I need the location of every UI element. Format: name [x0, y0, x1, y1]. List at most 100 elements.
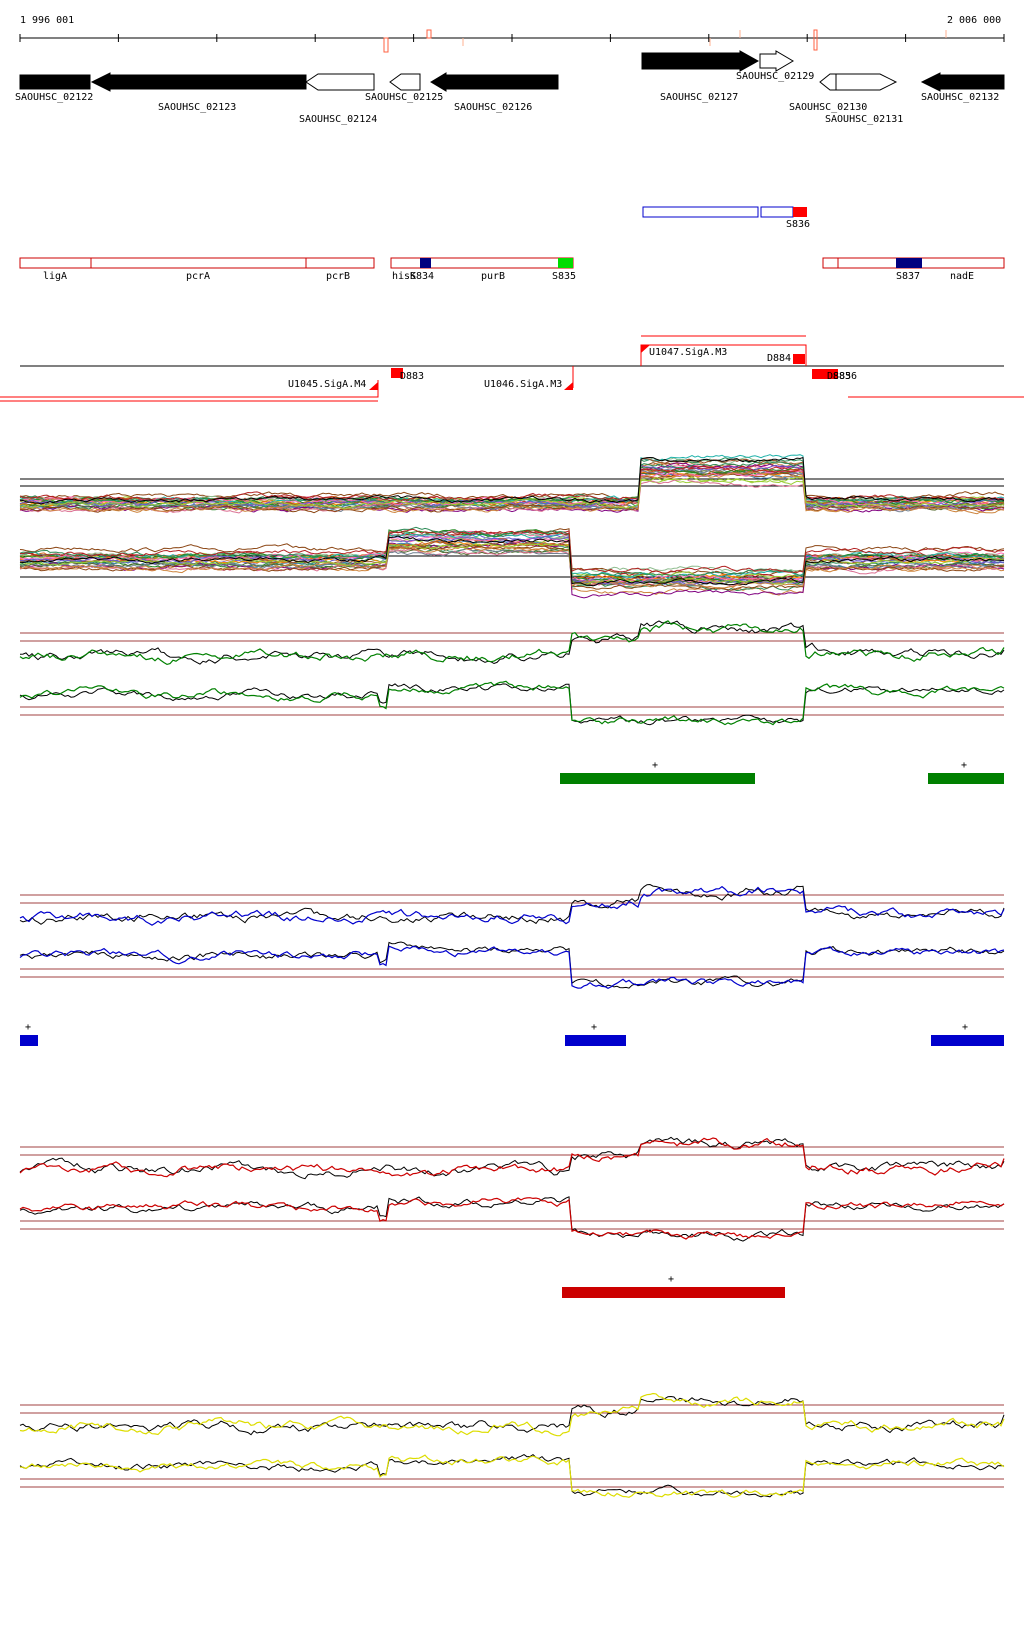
segment-track-bottom: ligA pcrA pcrB hisK S834 purB S835 S837 … — [19, 257, 1005, 282]
gene-arrow[interactable] — [920, 72, 1005, 92]
feature-label: U1046.SigA.M3 — [484, 379, 562, 390]
condition-panel-green: + + — [19, 620, 1005, 784]
feature-label: U1047.SigA.M3 — [649, 347, 727, 358]
significance-plus-label: + — [668, 1274, 674, 1285]
segment-label: nadE — [950, 271, 974, 282]
profile-trace — [19, 472, 1005, 514]
significance-plus-label: + — [652, 760, 658, 771]
segment-label: ligA — [43, 271, 67, 282]
feature-block[interactable] — [812, 369, 838, 379]
profile-trace — [19, 535, 1005, 587]
profile-trace — [19, 1136, 1005, 1180]
gene-label: SAOUHSC_02127 — [660, 92, 738, 103]
gene-arrow[interactable] — [90, 72, 307, 92]
ruler-start-label: 1 996 001 — [20, 15, 74, 26]
feature-label: D885 — [827, 371, 851, 382]
ruler-end-label: 2 006 000 — [947, 15, 1001, 26]
profile-trace — [19, 540, 1005, 585]
gene-label: SAOUHSC_02132 — [921, 92, 999, 103]
promoter-marker[interactable] — [564, 382, 573, 390]
gene-arrow[interactable] — [430, 72, 559, 92]
gene-labels: SAOUHSC_02122 SAOUHSC_02123 SAOUHSC_0212… — [15, 71, 999, 125]
feature-track: U1045.SigA.M4 D883 U1046.SigA.M3 U1047.S… — [0, 335, 1024, 402]
profile-trace — [19, 1392, 1005, 1437]
gene-label: SAOUHSC_02123 — [158, 102, 236, 113]
significance-plus-label: + — [591, 1022, 597, 1033]
gene-arrow[interactable] — [305, 73, 375, 91]
promoter-marker[interactable] — [369, 382, 378, 390]
gene-arrow[interactable] — [819, 73, 839, 91]
profile-trace — [19, 620, 1005, 666]
gene-arrow[interactable] — [835, 73, 898, 91]
segment-label: pcrB — [326, 271, 350, 282]
profile-trace — [20, 1454, 1005, 1498]
significance-bar[interactable] — [928, 773, 1004, 784]
ruler-track: 1 996 001 2 006 000 — [19, 15, 1005, 53]
profile-trace — [19, 680, 1005, 726]
significance-bar[interactable] — [562, 1287, 785, 1298]
segment-track-top: S836 — [642, 206, 810, 230]
profile-trace — [19, 526, 1005, 577]
significance-plus-label: + — [25, 1022, 31, 1033]
significance-plus-label: + — [961, 760, 967, 771]
segment-label: hisK — [392, 271, 416, 282]
promoter-marker[interactable] — [641, 345, 650, 353]
segment-label: S834 — [410, 271, 434, 282]
feature-label: D883 — [400, 371, 424, 382]
profile-trace — [19, 476, 1005, 510]
significance-bar[interactable] — [20, 1035, 38, 1046]
gene-label: SAOUHSC_02129 — [736, 71, 814, 82]
all-conditions-profile — [19, 454, 1005, 599]
profile-trace — [19, 471, 1005, 515]
profile-trace — [19, 547, 1005, 587]
profile-trace — [19, 528, 1005, 575]
significance-plus-label: + — [962, 1022, 968, 1033]
profile-trace — [19, 620, 1005, 665]
segment-block[interactable] — [558, 258, 573, 268]
profile-trace — [19, 456, 1005, 505]
segment-block[interactable] — [896, 258, 922, 268]
profile-trace — [19, 1453, 1005, 1498]
significance-bar[interactable] — [560, 773, 755, 784]
segment-label: pcrA — [186, 271, 210, 282]
segment-label: S835 — [552, 271, 576, 282]
segment-block[interactable] — [793, 207, 807, 217]
profile-trace — [19, 546, 1005, 589]
gene-label: SAOUHSC_02124 — [299, 114, 377, 125]
profile-trace — [19, 1395, 1005, 1436]
condition-panel-red: + — [19, 1136, 1005, 1298]
profile-trace — [19, 683, 1005, 726]
gene-label: SAOUHSC_02122 — [15, 92, 93, 103]
feature-label: U1045.SigA.M4 — [288, 379, 366, 390]
profile-trace — [19, 1137, 1005, 1178]
profile-trace — [19, 464, 1005, 508]
gene-label: SAOUHSC_02125 — [365, 92, 443, 103]
gene-arrow[interactable] — [759, 50, 794, 72]
gene-label: SAOUHSC_02131 — [825, 114, 903, 125]
profile-trace — [19, 883, 1005, 925]
condition-panel-yellow — [19, 1392, 1005, 1498]
segment-label: S837 — [896, 271, 920, 282]
profile-trace — [19, 1197, 1005, 1240]
gene-track — [19, 50, 1005, 92]
profile-trace — [19, 945, 1005, 989]
profile-trace — [19, 1196, 1005, 1242]
segment-block[interactable] — [420, 258, 431, 268]
feature-label: S836 — [833, 371, 857, 382]
feature-block[interactable] — [793, 354, 805, 364]
gene-arrow[interactable] — [641, 50, 760, 72]
gene-label: SAOUHSC_02126 — [454, 102, 532, 113]
segment-label: purB — [481, 271, 505, 282]
significance-bar[interactable] — [565, 1035, 626, 1046]
segment-label: S836 — [786, 219, 810, 230]
condition-panel-blue: + + + — [19, 883, 1005, 1046]
significance-bar[interactable] — [931, 1035, 1004, 1046]
profile-trace — [20, 462, 1005, 500]
feature-label: D884 — [767, 353, 791, 364]
feature-block[interactable] — [391, 368, 403, 378]
profile-trace — [19, 535, 1005, 583]
gene-arrow[interactable] — [389, 73, 421, 91]
profile-trace — [19, 941, 1005, 989]
gene-arrow[interactable] — [19, 74, 91, 90]
